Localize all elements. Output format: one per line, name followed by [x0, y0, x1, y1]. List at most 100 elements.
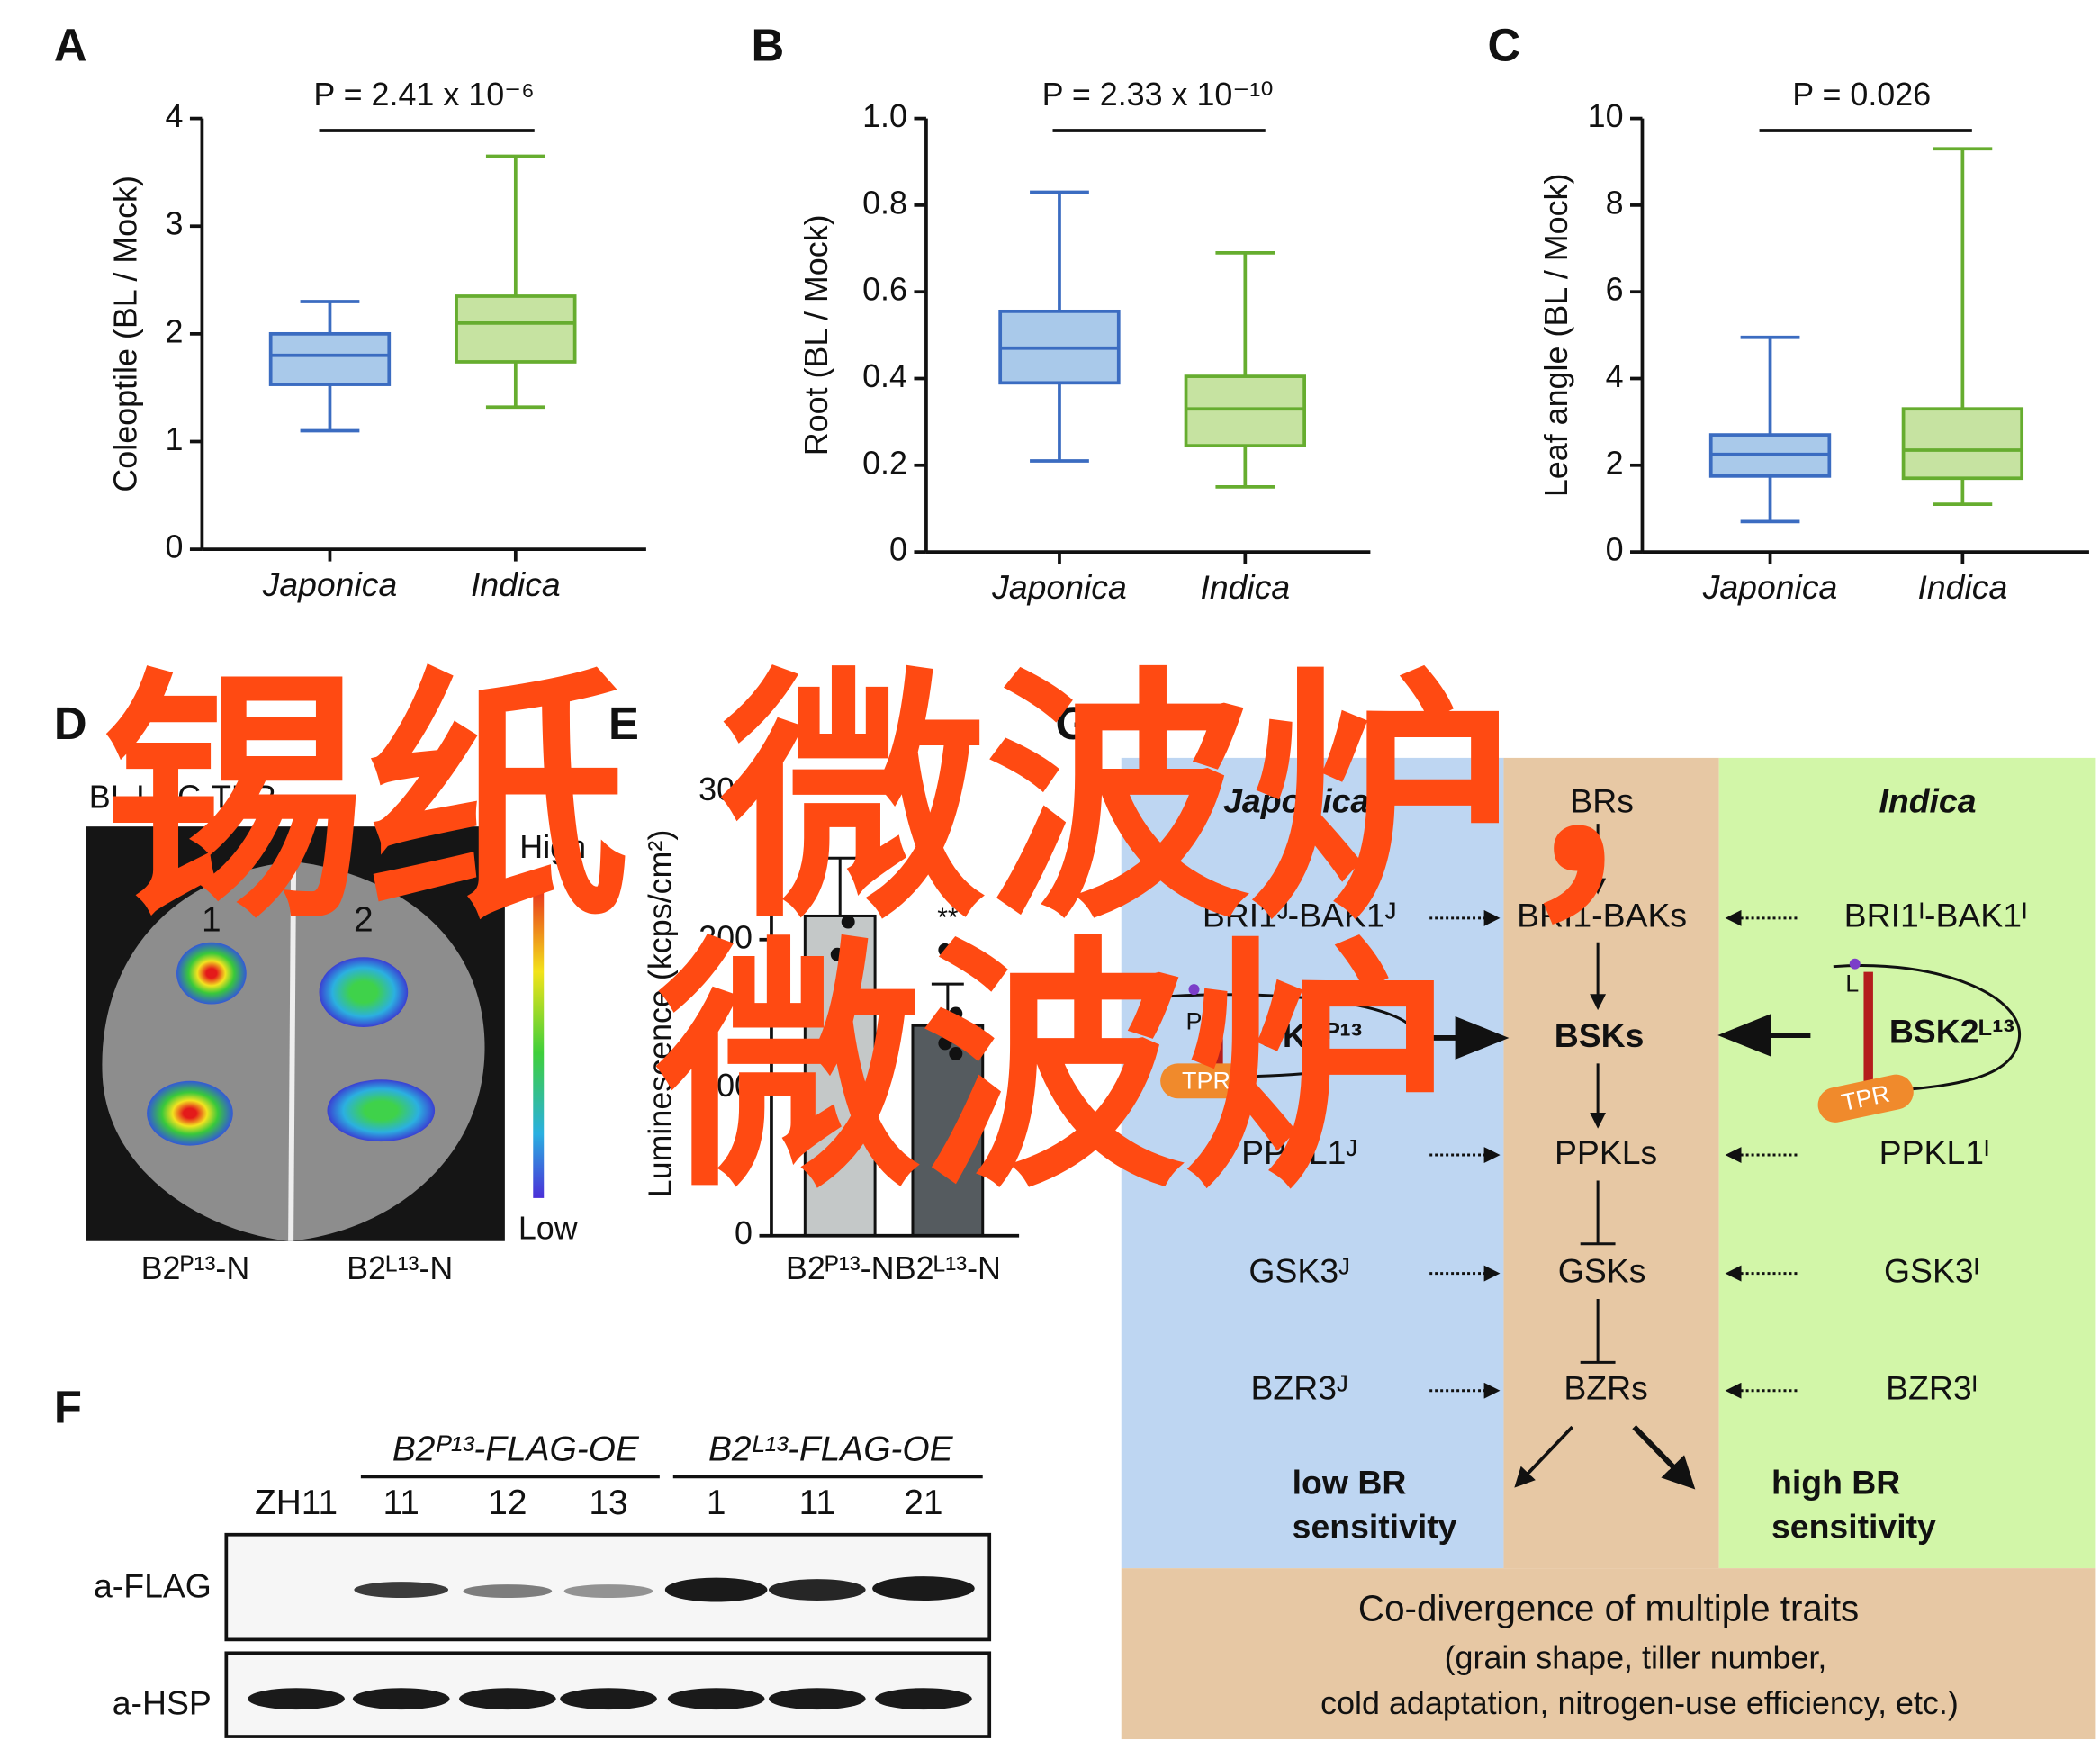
panel-d: D BL LUC-TPR 1 2 High Low B2ᴾ¹³-N B2ᴸ¹³-…	[54, 698, 586, 1286]
y-tick-label: 10	[1588, 98, 1624, 134]
bsk-outline	[1833, 964, 2021, 1095]
scale-low: Low	[518, 1210, 578, 1246]
tpr-capsule	[1817, 1074, 1914, 1123]
box	[455, 294, 577, 364]
y-tick-label: 6	[1606, 272, 1624, 308]
y-axis-label: Luminescence (kcps/cm²)	[642, 830, 678, 1198]
band	[352, 1688, 450, 1710]
box	[268, 331, 392, 386]
x-tick-label: B2ᴸ¹³-N	[895, 1250, 1001, 1286]
y-axis-label: Root (BL / Mock)	[798, 214, 834, 456]
arrows	[1170, 824, 2021, 1490]
box	[1184, 374, 1306, 448]
y-tick-label: 0	[889, 532, 907, 568]
high-sensitivity: high BR	[1771, 1463, 1900, 1501]
y-tick-label: 4	[1606, 358, 1624, 394]
core-region	[1503, 757, 1719, 1569]
bands	[248, 1576, 975, 1710]
band	[872, 1576, 975, 1601]
arrow	[1632, 1425, 1696, 1490]
lane-label: 11	[799, 1484, 835, 1522]
node: BRI1-BAKs	[1517, 897, 1687, 934]
scale-high: High	[519, 829, 586, 865]
overlay-text: 锡纸 微波炉，	[103, 647, 1778, 954]
site-label: L	[1845, 970, 1859, 997]
node: BRI1ᴶ-BAK1ᴶ	[1203, 897, 1396, 934]
x-tick-label: Indica	[1200, 568, 1290, 606]
spot-label: 2	[354, 901, 374, 940]
x-tick-label: Japonica	[991, 568, 1127, 606]
charts: 0 1 2 3 4 A Coleoptile (BL / Mock) P = 2.41 x 1…	[54, 19, 2089, 1286]
data-point	[830, 808, 844, 823]
node: BRI1ᴵ-BAK1ᴵ	[1844, 897, 2028, 934]
p-value: P = 2.41 x 10⁻⁶	[313, 77, 534, 113]
node: GSKs	[1558, 1252, 1646, 1290]
panel-label: D	[54, 698, 87, 749]
y-tick-label: 0.8	[862, 185, 907, 221]
p-value: P = 0.026	[1792, 77, 1931, 113]
row-label: a-HSP	[113, 1684, 212, 1722]
outcome-detail: (grain shape, tiller number,	[1445, 1639, 1827, 1675]
lane-label: 11	[383, 1484, 419, 1522]
outcome: Co-divergence of multiple traits	[1358, 1588, 1859, 1629]
lane-label: 1	[707, 1484, 726, 1522]
x-tick-label: Japonica	[262, 565, 398, 603]
y-axis-label: Leaf angle (BL / Mock)	[1538, 174, 1574, 498]
y-tick-label: 1	[166, 421, 184, 457]
x-tick-label: Indica	[471, 565, 561, 603]
x-tick-label: Indica	[1918, 568, 2008, 606]
node: BZR3ᴵ	[1886, 1369, 1978, 1407]
bar	[803, 914, 877, 1238]
data-point	[830, 947, 844, 961]
overlay: 锡纸 微波炉， 微波炉	[103, 647, 1778, 1223]
tpr-label: TPR	[1182, 1067, 1230, 1094]
tpr: TPR	[1160, 1063, 1252, 1099]
band	[354, 1582, 449, 1599]
node: PPKL1ᴵ	[1879, 1133, 1990, 1171]
color-scale	[533, 875, 545, 1198]
y-tick-label: 4	[166, 98, 184, 134]
lane-label: 13	[589, 1484, 627, 1522]
y-tick-label: 100	[698, 1068, 753, 1104]
panel-label: B	[752, 19, 785, 70]
y-tick-label: 1.0	[862, 98, 907, 134]
data-point	[938, 943, 952, 957]
y-tick-label: 2	[166, 313, 184, 349]
panel-label: C	[1488, 19, 1521, 70]
box	[1901, 407, 2024, 481]
signal	[147, 1080, 233, 1146]
panel-label: A	[54, 19, 87, 70]
node: BRs	[1570, 782, 1634, 820]
overlay-text: 微波炉	[653, 916, 1448, 1223]
y-tick-label: 3	[166, 206, 184, 242]
band	[560, 1688, 657, 1710]
tpr: TPR	[1817, 1074, 1914, 1123]
band	[768, 1688, 866, 1710]
site-dot	[1849, 958, 1861, 970]
panel-label: G	[1055, 698, 1091, 749]
band	[667, 1688, 765, 1710]
low-sensitivity: low BR	[1293, 1463, 1407, 1501]
data-point	[938, 1036, 952, 1051]
y-tick-label: 0	[1606, 532, 1624, 568]
arrow	[1514, 1425, 1574, 1488]
band	[768, 1579, 866, 1601]
lane-label: 12	[488, 1484, 527, 1522]
group-label: B2ᴸ¹³-FLAG-OE	[708, 1430, 954, 1468]
outcome-detail: cold adaptation, nitrogen-use efficiency…	[1320, 1685, 1959, 1721]
y-tick-label: 8	[1606, 185, 1624, 221]
panel-f: F B2ᴾ¹³-FLAG-OE B2ᴸ¹³-FLAG-OE ZH11 11 12…	[54, 1382, 992, 1738]
y-tick-label: 0.2	[862, 445, 907, 481]
high-sensitivity: sensitivity	[1771, 1508, 1936, 1546]
region-title: Indica	[1879, 782, 1976, 820]
panel-g: G Japonica Indica BRs BRI1-BAKs BSKs PPK…	[1055, 698, 2096, 1740]
bsk-outline	[1170, 993, 1418, 1078]
y-axis-label: Coleoptile (BL / Mock)	[108, 176, 144, 492]
node: PPKL1ᴶ	[1241, 1133, 1356, 1171]
outcome-region	[1121, 1568, 2096, 1740]
y-tick-label: 300	[698, 771, 753, 807]
significance: **	[937, 903, 959, 933]
midrib	[288, 864, 297, 1241]
sample-label: B2ᴸ¹³-N	[347, 1250, 453, 1286]
node: BSK2ᴸ¹³	[1889, 1012, 2014, 1050]
